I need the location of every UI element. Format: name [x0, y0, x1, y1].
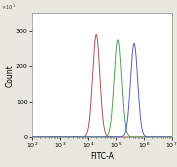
Text: $\times 10^1$: $\times 10^1$ [1, 3, 16, 12]
X-axis label: FITC-A: FITC-A [90, 152, 114, 161]
Y-axis label: Count: Count [5, 64, 15, 87]
